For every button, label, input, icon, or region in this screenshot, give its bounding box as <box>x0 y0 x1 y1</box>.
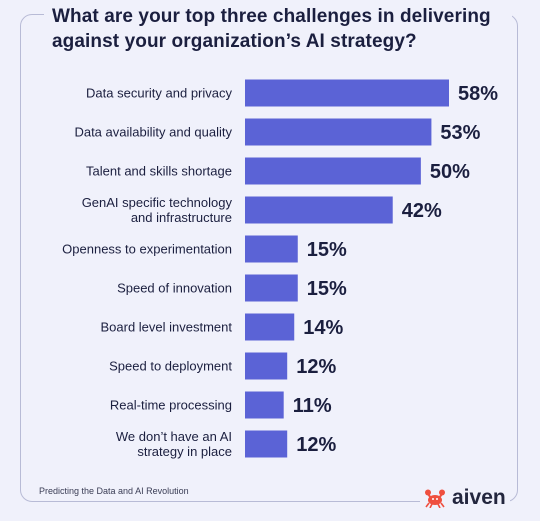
value-label: 58% <box>458 83 498 105</box>
bar <box>245 274 298 302</box>
value-label: 15% <box>307 278 347 300</box>
category-label: GenAI specific technology <box>82 195 233 210</box>
value-label: 50% <box>430 161 470 183</box>
chart-title: What are your top three challenges in de… <box>52 6 491 52</box>
category-label: Talent and skills shortage <box>86 164 232 179</box>
bar <box>245 118 432 146</box>
value-label: 12% <box>296 434 336 456</box>
bar <box>245 430 288 458</box>
value-label: 15% <box>307 239 347 261</box>
bar <box>245 157 421 185</box>
brand-logo: aiven <box>420 486 510 510</box>
title-container: What are your top three challenges in de… <box>44 4 512 54</box>
value-label: 42% <box>402 200 442 222</box>
category-label: Data security and privacy <box>86 86 232 101</box>
category-label: Speed of innovation <box>117 281 232 296</box>
value-label: 53% <box>440 122 480 144</box>
bar <box>245 391 284 419</box>
bar <box>245 196 393 224</box>
category-label: Speed to deployment <box>109 359 232 374</box>
category-label: strategy in place <box>137 444 232 459</box>
category-label: Board level investment <box>100 320 232 335</box>
crab-icon <box>425 489 445 508</box>
category-label: Real-time processing <box>110 398 232 413</box>
category-label: We don’t have an AI <box>116 429 232 444</box>
category-label: Data availability and quality <box>74 125 232 140</box>
value-label: 11% <box>293 395 332 417</box>
category-label: Openness to experimentation <box>62 242 232 257</box>
category-label: and infrastructure <box>131 210 232 225</box>
bar <box>245 79 449 107</box>
value-label: 14% <box>303 317 343 339</box>
bar <box>245 313 295 341</box>
value-label: 12% <box>296 356 336 378</box>
bar <box>245 352 288 380</box>
footer-source: Predicting the Data and AI Revolution <box>39 486 189 496</box>
brand-name: aiven <box>452 486 506 509</box>
bar <box>245 235 298 263</box>
